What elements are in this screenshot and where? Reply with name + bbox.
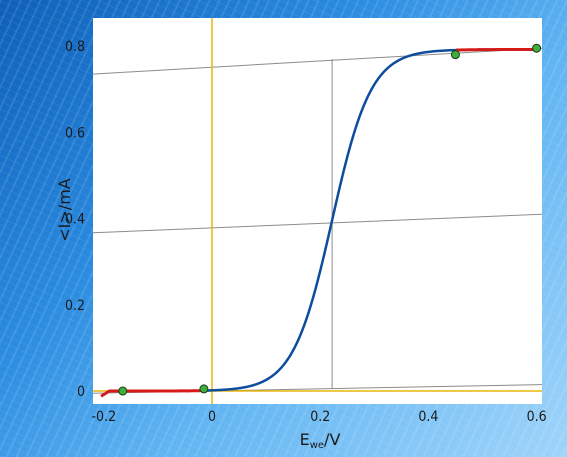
fit-point: [532, 43, 542, 53]
plot-area: [93, 18, 542, 404]
x-tick-label: 0.2: [310, 409, 330, 425]
upper-tangent-line: [92, 47, 543, 75]
x-tick-label: 0: [208, 409, 216, 425]
plateau-fit-segment: [455, 47, 536, 52]
y-tick-label: 0.4: [65, 212, 85, 228]
x-tick-label: 0.6: [527, 409, 547, 425]
x-tick-label: 0.4: [418, 409, 438, 425]
x-axis-title-main: E: [300, 430, 310, 449]
baseline-fit-segment: [100, 389, 201, 398]
y-tick-label: 0.2: [65, 298, 85, 314]
x-axis-title-unit: /V: [324, 430, 340, 449]
x-tick-label: -0.2: [92, 409, 117, 425]
x-axis-title-subscript: we: [310, 440, 324, 451]
mid-tangent-line: [92, 213, 543, 234]
y-axis-title: <I>/mA: [55, 178, 74, 242]
fit-point: [199, 384, 209, 394]
fit-point: [450, 50, 460, 60]
x-axis-title: Ewe/V: [300, 430, 341, 451]
y-tick-label: 0: [77, 384, 85, 400]
y-tick-label: 0.8: [65, 39, 85, 55]
y-tick-label: 0.6: [65, 125, 85, 141]
fit-point: [118, 386, 128, 396]
